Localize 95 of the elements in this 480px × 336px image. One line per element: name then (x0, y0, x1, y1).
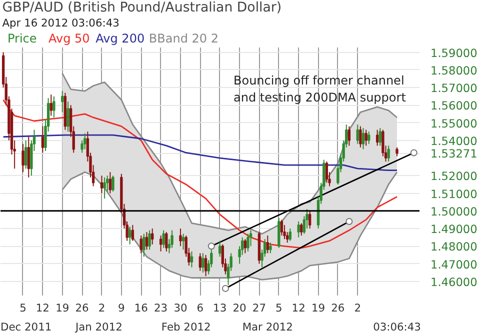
y-tick-label: 1.47000 (430, 257, 478, 272)
series-label: Price (7, 32, 37, 46)
candlestick (142, 233, 146, 258)
candlestick (159, 235, 162, 252)
candlestick (308, 210, 312, 230)
x2-tick-label: Feb 2012 (161, 320, 211, 334)
y-tick-label: 1.59000 (430, 46, 478, 60)
x-tick-label: 13 (213, 302, 227, 314)
y-tick-label: 1.51000 (430, 186, 478, 201)
candlestick (280, 219, 284, 236)
candlestick (131, 224, 134, 242)
chart-title: GBP/AUD (British Pound/Australian Dollar) (2, 0, 282, 16)
candlestick (297, 220, 300, 238)
x2-tick-label: Mar 2012 (242, 320, 293, 334)
candlestick (52, 96, 56, 118)
x2-tick-label: Dec 2011 (0, 320, 52, 334)
candlestick (145, 232, 148, 250)
candlestick (269, 242, 272, 254)
candlestick (362, 128, 365, 150)
x-tick-label: 26 (331, 302, 345, 314)
candlestick (198, 252, 202, 272)
line-series (2, 134, 398, 172)
y-tick-label: 1.54000 (430, 134, 478, 148)
candlestick (103, 176, 106, 200)
y-tick-label: 1.53271 (430, 146, 478, 161)
candlestick (140, 235, 142, 254)
x-tick-label: 27 (252, 302, 266, 314)
y-tick-label: 1.50000 (430, 204, 478, 218)
x-tick-label: 20 (232, 302, 247, 314)
candlestick (368, 131, 370, 144)
x-tick-label: 5 (276, 302, 282, 314)
candlestick (387, 145, 390, 162)
y-tick-label: 1.49000 (430, 222, 478, 236)
candlestick (179, 228, 182, 247)
x-tick-label: 5 (20, 302, 26, 314)
candlestick (218, 240, 222, 258)
x-tick-label: 26 (75, 302, 90, 314)
x-tick-label: 12 (36, 302, 50, 314)
candlestick (108, 172, 112, 194)
y-tick-label: 1.57000 (430, 81, 478, 96)
x-tick-label: 2 (354, 302, 362, 314)
annotation: Bouncing off former channel and testing 200DMA support (234, 74, 406, 104)
x2-tick-label: 03:06:43 (373, 320, 421, 334)
candlestick (66, 101, 70, 132)
x-tick-label: 30 (174, 302, 188, 314)
candlestick (22, 143, 24, 173)
candlestick (244, 238, 246, 254)
candlestick (300, 222, 303, 236)
y-tick-label: 1.46000 (430, 274, 478, 289)
candlestick (376, 129, 379, 146)
candlestick (100, 175, 104, 194)
y-tick-label: 1.48000 (430, 240, 478, 254)
candlestick (202, 252, 204, 274)
x-tick-label: 16 (134, 302, 148, 314)
candlestick (204, 254, 208, 277)
x-tick-label: 6 (196, 302, 204, 314)
candlestick (128, 226, 132, 245)
line-series (62, 171, 398, 280)
x-tick-label: 9 (118, 302, 126, 314)
chart-subtitle: Apr 16 2012 03:06:43 (2, 16, 120, 30)
y-tick-label: 1.55000 (430, 116, 478, 130)
text: Avg 50 (48, 32, 90, 46)
x-tick-label: 23 (154, 302, 168, 314)
candlestick (288, 228, 292, 242)
candlestick (348, 126, 351, 146)
candlestick (378, 128, 382, 146)
candlestick (182, 233, 185, 250)
candlestick (162, 230, 165, 248)
candlestick (356, 124, 359, 144)
candlestick (165, 232, 168, 252)
candlestick (148, 230, 151, 250)
candlestick (151, 228, 154, 245)
candlestick (84, 132, 86, 150)
text: Avg 200 (96, 32, 145, 46)
y-tick-label: 1.56000 (430, 98, 478, 113)
candlestick (112, 175, 114, 192)
candlestick (364, 129, 368, 146)
x2-tick-label: Jan 2012 (74, 320, 122, 334)
candlestick (24, 140, 28, 170)
candlestick (359, 126, 362, 148)
text: BBand 20 2 (148, 32, 218, 46)
candlestick (246, 233, 250, 252)
y-tick-label: 1.52000 (430, 169, 478, 184)
candlestick (61, 90, 64, 113)
x-tick-label: 12 (292, 302, 306, 314)
candlestick (41, 126, 44, 154)
y-tick-label: 1.58000 (430, 63, 478, 78)
candlestick (50, 94, 52, 116)
candlestick (266, 235, 269, 254)
x-tick-label: 19 (311, 302, 326, 314)
candlestick (190, 250, 194, 268)
candlestick (325, 161, 328, 184)
x-tick-label: 2 (98, 302, 106, 314)
candlestick (27, 136, 30, 178)
x-tick-label: 19 (56, 302, 70, 314)
